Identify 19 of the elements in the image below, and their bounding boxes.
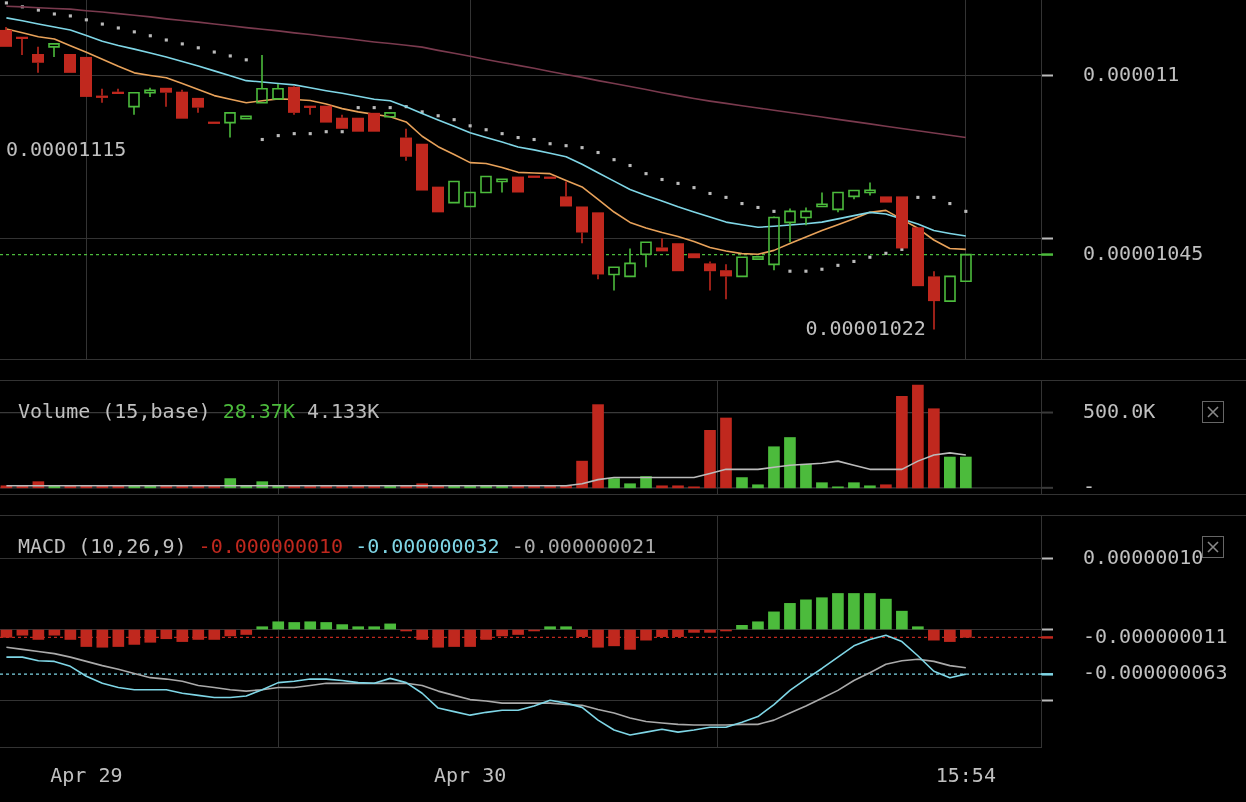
ref-line-label: 500.0K — [1083, 398, 1156, 423]
y-tick-label: -0.000000063 — [1083, 660, 1228, 685]
y-tick-label: -0.000000011 — [1083, 623, 1228, 648]
x-tick-label: Apr 29 — [50, 763, 123, 788]
annotation: 0.00001115 — [6, 136, 127, 161]
annotation: 4.133K — [306, 399, 380, 424]
text: MACD (10,26,9) — [18, 534, 187, 559]
annotation: -0.000000032 — [355, 534, 500, 559]
annotation: 0.00001022 — [805, 315, 926, 340]
y-tick-label: 0.00001045 — [1083, 240, 1204, 265]
text: Volume (15,base) — [18, 399, 211, 424]
y-tick-label: 0.00000010 — [1083, 545, 1204, 570]
annotation: -0.000000021 — [511, 534, 657, 559]
annotation: 28.37K — [222, 399, 295, 424]
annotation: -0.000000010 — [198, 534, 344, 559]
y-tick-label: 0.000011 — [1083, 61, 1180, 86]
x-tick-label: 15:54 — [935, 763, 996, 788]
x-tick-label: Apr 30 — [434, 763, 507, 788]
ref-line-label: - — [1083, 474, 1096, 499]
